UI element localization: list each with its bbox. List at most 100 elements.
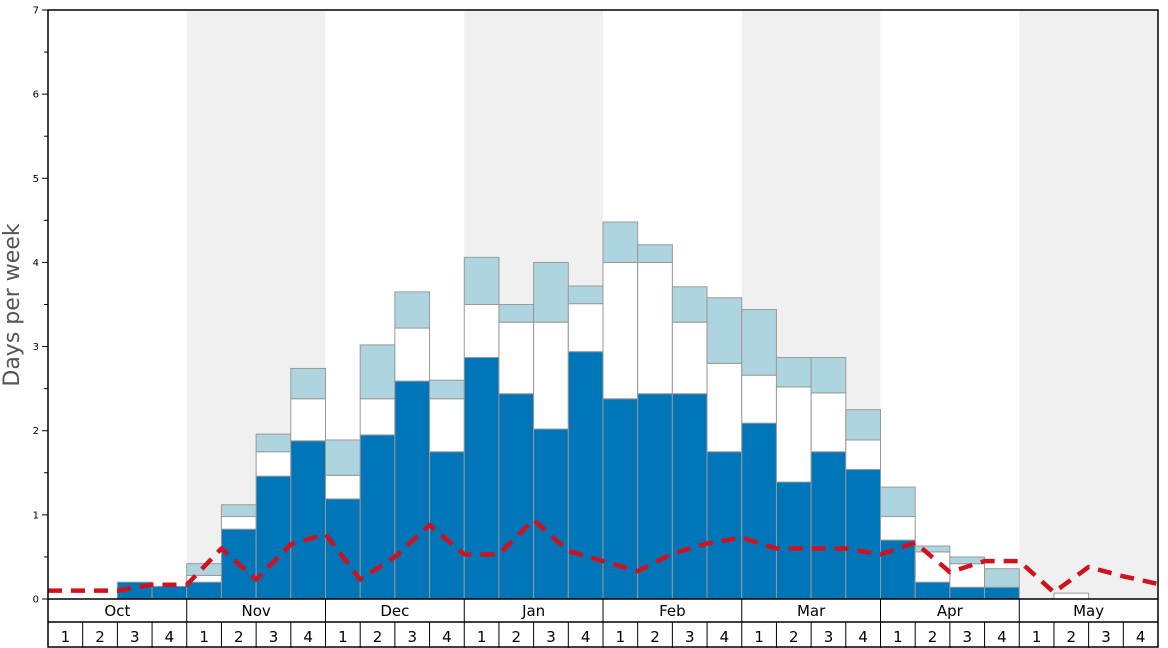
month-label-may: May [1073, 602, 1104, 620]
y-tick-label: 4 [33, 258, 39, 269]
week-label: 4 [165, 628, 175, 646]
week-label: 2 [95, 628, 105, 646]
week-label: 2 [1067, 628, 1077, 646]
bar-dark-24 [845, 468, 881, 600]
week-label: 1 [338, 628, 348, 646]
bar-dark-21 [741, 422, 777, 600]
bar-dark-26 [914, 581, 951, 600]
week-label: 2 [234, 628, 244, 646]
week-label: 4 [442, 628, 452, 646]
y-tick-label: 5 [33, 174, 39, 185]
bar-dark-9 [325, 498, 361, 600]
week-label: 1 [1032, 628, 1042, 646]
bar-dark-18 [637, 393, 673, 600]
bar-middle-13 [463, 304, 500, 359]
bar-middle-11 [394, 327, 431, 382]
bar-dark-4 [151, 585, 188, 600]
month-label-mar: Mar [797, 602, 826, 620]
bar-dark-25 [880, 539, 916, 600]
week-label: 1 [754, 628, 764, 646]
bar-dark-10 [359, 434, 396, 600]
trend-line [48, 517, 1159, 595]
week-label: 2 [928, 628, 938, 646]
bar-light-11 [394, 291, 431, 329]
bar-dark-14 [498, 393, 535, 600]
month-label-jan: Jan [521, 602, 545, 620]
week-label: 4 [720, 628, 730, 646]
week-label: 3 [1101, 628, 1111, 646]
week-label: 3 [269, 628, 279, 646]
bar-middle-19 [671, 321, 708, 395]
y-tick-label: 0 [33, 595, 39, 606]
bar-middle-12 [429, 398, 465, 453]
month-band-may [1019, 10, 1158, 599]
bar-middle-10 [359, 398, 396, 436]
bar-light-16 [567, 285, 604, 305]
bar-light-7 [255, 433, 292, 453]
bar-light-10 [359, 344, 396, 400]
y-tick-label: 6 [33, 90, 39, 101]
bar-dark-11 [394, 380, 431, 600]
y-tick-label: 3 [33, 342, 39, 353]
week-label: 2 [512, 628, 522, 646]
bar-light-22 [775, 357, 812, 388]
bar-light-19 [671, 286, 708, 323]
bar-dark-23 [810, 451, 847, 600]
bar-dark-19 [671, 393, 708, 600]
bar-middle-9 [325, 474, 361, 500]
bar-light-27 [949, 556, 986, 565]
bar-middle-22 [775, 386, 812, 483]
bar-light-28 [984, 568, 1020, 588]
bar-middle-18 [637, 261, 673, 395]
bar-light-23 [810, 357, 847, 394]
bar-light-9 [325, 439, 361, 476]
bar-dark-17 [602, 398, 639, 600]
x-axis: Oct Nov Dec Jan Feb Mar Apr May 1 2 3 4 1 2 3 4 1 2 3 4 1 2 3 4… [61, 602, 1146, 646]
bar-dark-15 [533, 428, 569, 600]
week-label: 1 [199, 628, 209, 646]
week-label: 4 [997, 628, 1007, 646]
month-label-nov: Nov [241, 602, 270, 620]
bar-light-26 [914, 545, 951, 553]
week-label: 4 [1136, 628, 1146, 646]
bar-light-18 [637, 244, 673, 263]
week-label: 3 [546, 628, 556, 646]
bar-dark-22 [775, 481, 812, 600]
bar-middle-14 [498, 321, 535, 395]
bar-light-6 [220, 504, 257, 518]
trend-line-layer [48, 517, 1159, 595]
bar-middle-30 [1053, 592, 1090, 600]
bar-middle-16 [567, 303, 604, 353]
bar-light-13 [463, 256, 500, 306]
month-label-dec: Dec [380, 602, 409, 620]
bar-light-20 [706, 297, 743, 364]
bar-dark-12 [429, 451, 465, 600]
week-label: 2 [650, 628, 660, 646]
week-label: 1 [616, 628, 626, 646]
bar-light-12 [429, 379, 465, 400]
y-tick-label: 1 [33, 510, 39, 521]
bar-dark-13 [463, 357, 500, 600]
bar-middle-21 [741, 374, 777, 424]
bar-light-25 [880, 486, 916, 518]
bar-light-15 [533, 261, 569, 323]
bar-middle-23 [810, 392, 847, 453]
bar-middle-17 [602, 261, 639, 400]
month-label-feb: Feb [659, 602, 686, 620]
bar-middle-20 [706, 362, 743, 453]
bar-middle-25 [880, 516, 916, 541]
week-label: 4 [858, 628, 868, 646]
week-label: 1 [893, 628, 903, 646]
week-label: 2 [373, 628, 383, 646]
week-label: 3 [685, 628, 695, 646]
plot-frame [47, 9, 1159, 648]
week-label: 3 [407, 628, 417, 646]
bar-dark-28 [984, 586, 1020, 600]
bar-light-21 [741, 309, 777, 376]
bar-middle-24 [845, 439, 881, 470]
week-label: 3 [824, 628, 834, 646]
week-label: 4 [581, 628, 591, 646]
bar-middle-15 [533, 321, 569, 430]
y-axis-label: Days per week [0, 223, 25, 386]
month-label-apr: Apr [937, 602, 964, 620]
